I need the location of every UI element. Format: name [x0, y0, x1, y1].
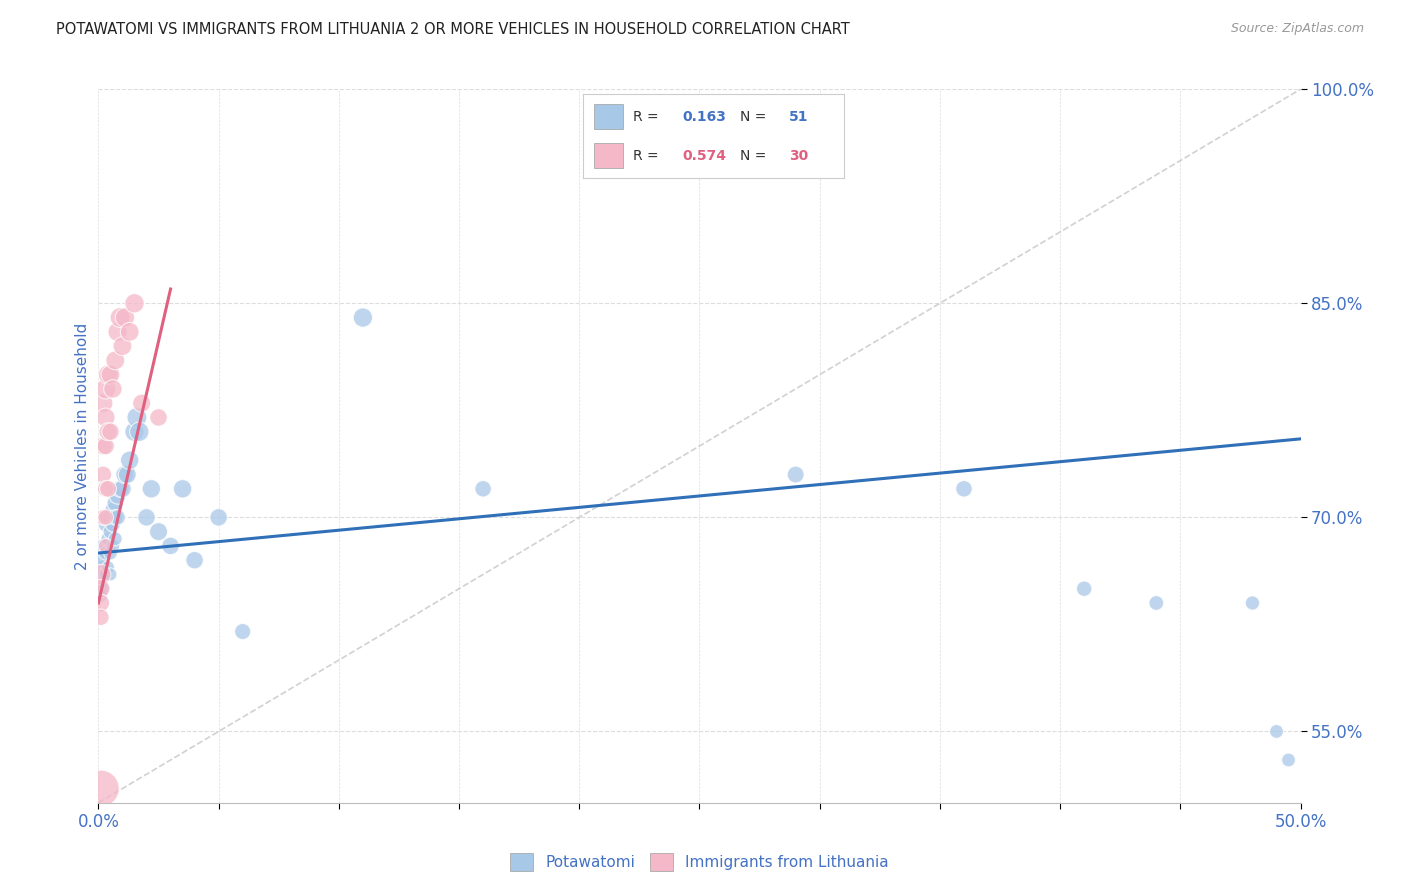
Point	[94, 482, 117, 496]
Point	[114, 310, 136, 325]
Point	[107, 489, 129, 503]
Point	[101, 539, 124, 553]
Point	[94, 510, 117, 524]
Point	[91, 439, 114, 453]
Point	[208, 510, 231, 524]
Point	[100, 546, 122, 560]
Point	[125, 410, 148, 425]
Point	[90, 781, 112, 796]
Point	[124, 296, 146, 310]
Point	[90, 567, 112, 582]
Point	[90, 582, 112, 596]
Text: POTAWATOMI VS IMMIGRANTS FROM LITHUANIA 2 OR MORE VEHICLES IN HOUSEHOLD CORRELAT: POTAWATOMI VS IMMIGRANTS FROM LITHUANIA …	[56, 22, 851, 37]
Point	[472, 482, 495, 496]
Text: R =: R =	[633, 149, 662, 162]
Point	[90, 610, 112, 624]
Point	[953, 482, 976, 496]
Point	[108, 482, 131, 496]
Point	[104, 532, 127, 546]
Point	[91, 510, 114, 524]
Text: 0.163: 0.163	[682, 110, 727, 123]
Point	[117, 467, 139, 482]
Point	[1285, 838, 1308, 853]
Point	[94, 567, 117, 582]
Point	[94, 517, 117, 532]
Point	[104, 496, 127, 510]
Point	[94, 546, 117, 560]
Point	[135, 510, 157, 524]
Point	[90, 574, 112, 589]
Point	[148, 524, 170, 539]
Point	[131, 396, 153, 410]
Point	[91, 396, 114, 410]
Point	[111, 482, 134, 496]
Point	[91, 539, 114, 553]
Point	[172, 482, 194, 496]
Point	[159, 539, 181, 553]
Point	[124, 425, 146, 439]
Point	[183, 553, 205, 567]
Bar	[593, 143, 623, 169]
Point	[148, 410, 170, 425]
Point	[352, 310, 374, 325]
Point	[108, 310, 131, 325]
Point	[1144, 596, 1167, 610]
Point	[107, 325, 129, 339]
Point	[94, 382, 117, 396]
Point	[100, 425, 122, 439]
Point	[91, 582, 114, 596]
Text: N =: N =	[740, 149, 770, 162]
Point	[94, 410, 117, 425]
Point	[100, 510, 122, 524]
Point	[97, 532, 120, 546]
Point	[785, 467, 807, 482]
Point	[94, 539, 117, 553]
Y-axis label: 2 or more Vehicles in Household: 2 or more Vehicles in Household	[75, 322, 90, 570]
Point	[100, 368, 122, 382]
Text: N =: N =	[740, 110, 770, 123]
Point	[94, 439, 117, 453]
Point	[90, 589, 112, 603]
Point	[232, 624, 254, 639]
Point	[91, 567, 114, 582]
Bar	[593, 103, 623, 129]
Point	[107, 510, 129, 524]
Point	[118, 325, 141, 339]
Point	[141, 482, 163, 496]
Point	[90, 560, 112, 574]
Point	[101, 517, 124, 532]
Point	[97, 510, 120, 524]
Text: R =: R =	[633, 110, 662, 123]
Point	[1073, 582, 1095, 596]
Point	[91, 467, 114, 482]
Point	[104, 510, 127, 524]
Point	[91, 553, 114, 567]
Point	[104, 353, 127, 368]
Point	[128, 425, 150, 439]
Point	[97, 560, 120, 574]
Text: 30: 30	[789, 149, 808, 162]
Point	[100, 567, 122, 582]
Point	[101, 503, 124, 517]
Point	[90, 596, 112, 610]
Point	[1277, 753, 1299, 767]
Legend: Potawatomi, Immigrants from Lithuania: Potawatomi, Immigrants from Lithuania	[503, 847, 896, 877]
Point	[100, 524, 122, 539]
Point	[97, 425, 120, 439]
Point	[101, 382, 124, 396]
Point	[114, 467, 136, 482]
Point	[1265, 724, 1288, 739]
Point	[1241, 596, 1264, 610]
Point	[97, 482, 120, 496]
Point	[97, 368, 120, 382]
Text: 51: 51	[789, 110, 808, 123]
Point	[118, 453, 141, 467]
Point	[111, 339, 134, 353]
Text: 0.574: 0.574	[682, 149, 727, 162]
Text: Source: ZipAtlas.com: Source: ZipAtlas.com	[1230, 22, 1364, 36]
